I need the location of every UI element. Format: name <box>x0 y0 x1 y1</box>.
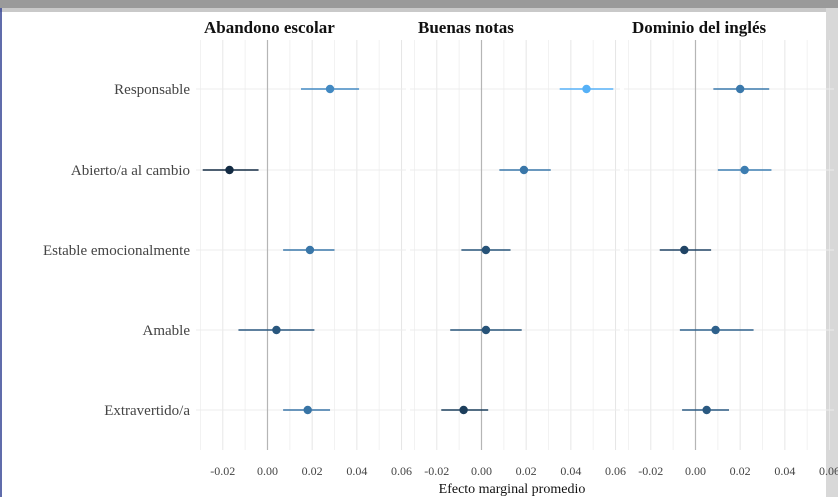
x-tick-label: 0.00 <box>471 464 492 478</box>
facet-title: Buenas notas <box>418 18 514 37</box>
point-estimate <box>325 84 335 94</box>
y-category-label: Estable emocionalmente <box>43 243 190 259</box>
y-category-label: Amable <box>143 323 191 339</box>
point-estimate <box>735 84 745 94</box>
point-estimate <box>481 245 491 255</box>
x-tick-label: -0.02 <box>424 464 449 478</box>
y-category-label: Extravertido/a <box>104 403 190 419</box>
point-estimate <box>303 405 312 415</box>
x-tick-label: 0.00 <box>685 464 706 478</box>
x-tick-label: 0.00 <box>257 464 278 478</box>
x-tick-label: -0.02 <box>638 464 663 478</box>
x-tick-label: 0.06 <box>391 464 412 478</box>
y-category-label: Responsable <box>114 82 190 98</box>
point-estimate <box>519 165 529 175</box>
point-estimate <box>305 245 315 255</box>
point-estimate <box>225 165 234 175</box>
x-tick-label: 0.04 <box>346 464 367 478</box>
facet-title: Abandono escolar <box>204 18 335 37</box>
point-estimate <box>740 165 749 175</box>
facet-title: Dominio del inglés <box>632 18 767 37</box>
x-tick-label: 0.02 <box>730 464 751 478</box>
point-estimate <box>272 325 281 335</box>
x-tick-label: 0.02 <box>516 464 537 478</box>
x-axis-title: Efecto marginal promedio <box>439 482 586 497</box>
point-estimate <box>680 245 689 255</box>
point-estimate <box>711 325 720 335</box>
point-estimate <box>582 84 591 94</box>
y-category-label: Abierto/a al cambio <box>71 163 190 179</box>
x-tick-label: 0.04 <box>560 464 581 478</box>
right-shadow-band <box>826 8 838 497</box>
x-tick-label: 0.06 <box>605 464 626 478</box>
x-tick-label: -0.02 <box>210 464 235 478</box>
x-tick-label: 0.06 <box>819 464 838 478</box>
top-shadow-band <box>0 0 838 8</box>
point-estimate <box>702 405 711 415</box>
x-tick-label: 0.04 <box>774 464 795 478</box>
point-estimate <box>481 325 491 335</box>
x-tick-label: 0.02 <box>302 464 323 478</box>
top-shadow-gradient <box>0 8 838 12</box>
point-estimate <box>459 405 468 415</box>
